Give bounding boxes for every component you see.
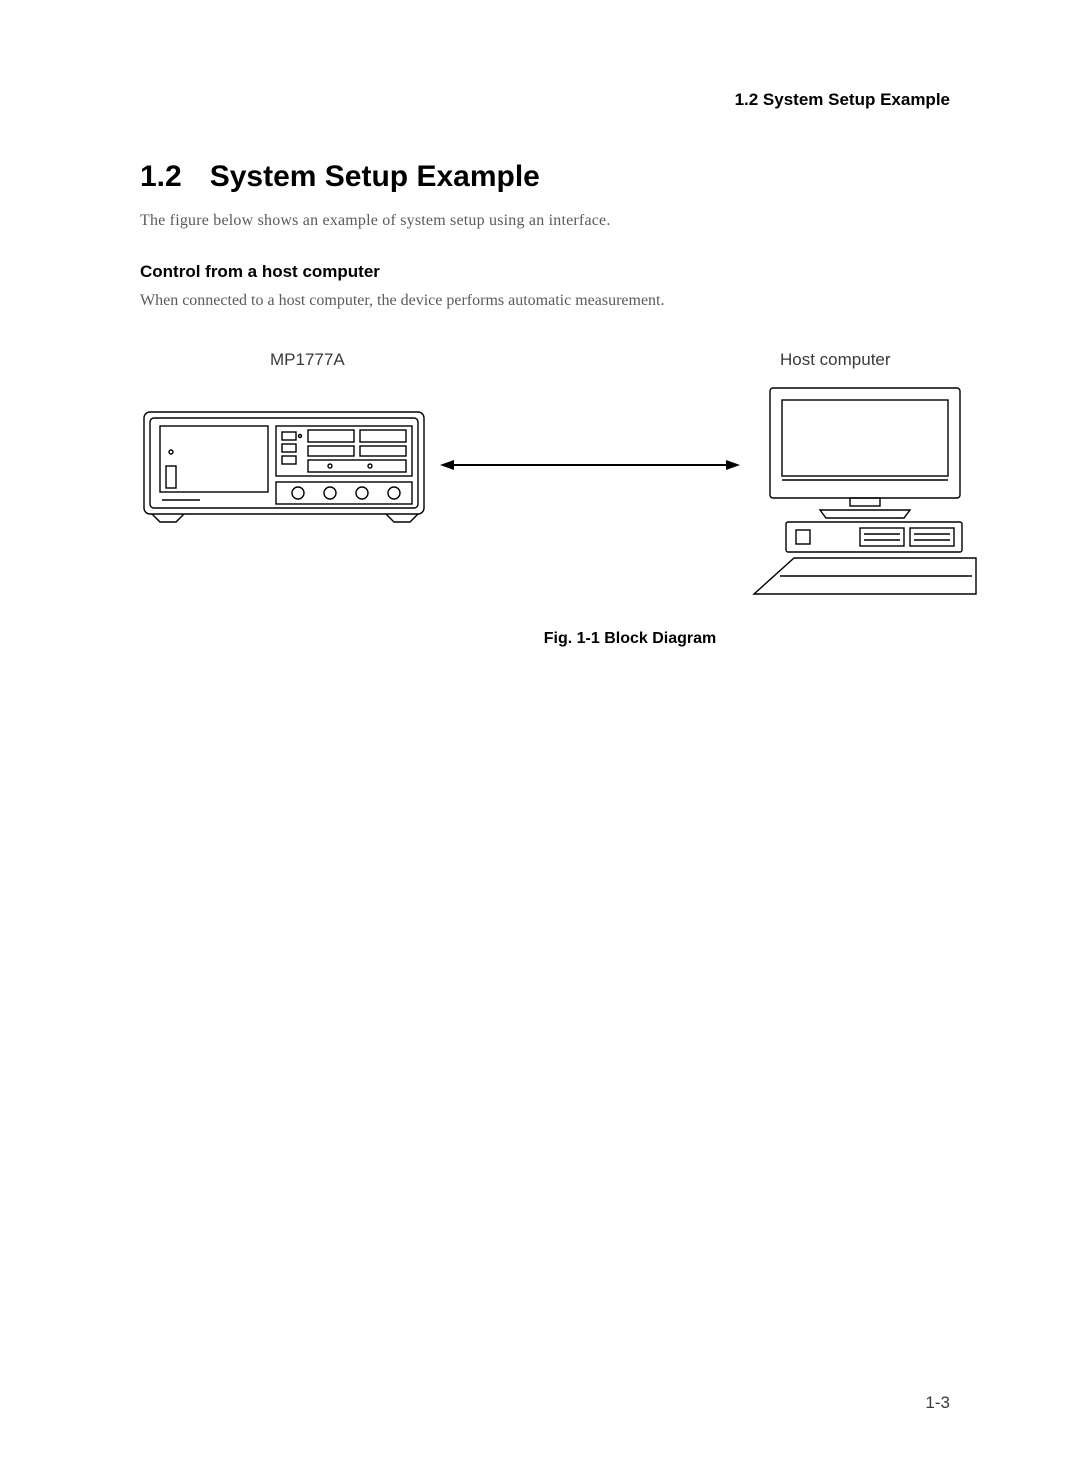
intro-text: The figure below shows an example of sys… — [140, 212, 960, 230]
device-label-right: Host computer — [780, 350, 891, 370]
subsection-text: When connected to a host computer, the d… — [140, 292, 960, 310]
connection-arrow — [440, 458, 740, 470]
subsection-heading: Control from a host computer — [140, 262, 960, 282]
section-number: 1.2 — [140, 160, 182, 193]
section-heading: 1.2 System Setup Example — [140, 160, 960, 194]
block-diagram-figure: MP1777A Host computer — [140, 350, 960, 610]
page-number: 1-3 — [925, 1393, 950, 1413]
figure-caption: Fig. 1-1 Block Diagram — [300, 630, 960, 648]
device-label-left: MP1777A — [270, 350, 345, 370]
running-header: 1.2 System Setup Example — [140, 90, 960, 110]
host-computer-drawing — [750, 380, 980, 600]
instrument-drawing — [140, 408, 430, 528]
section-title: System Setup Example — [210, 160, 540, 193]
